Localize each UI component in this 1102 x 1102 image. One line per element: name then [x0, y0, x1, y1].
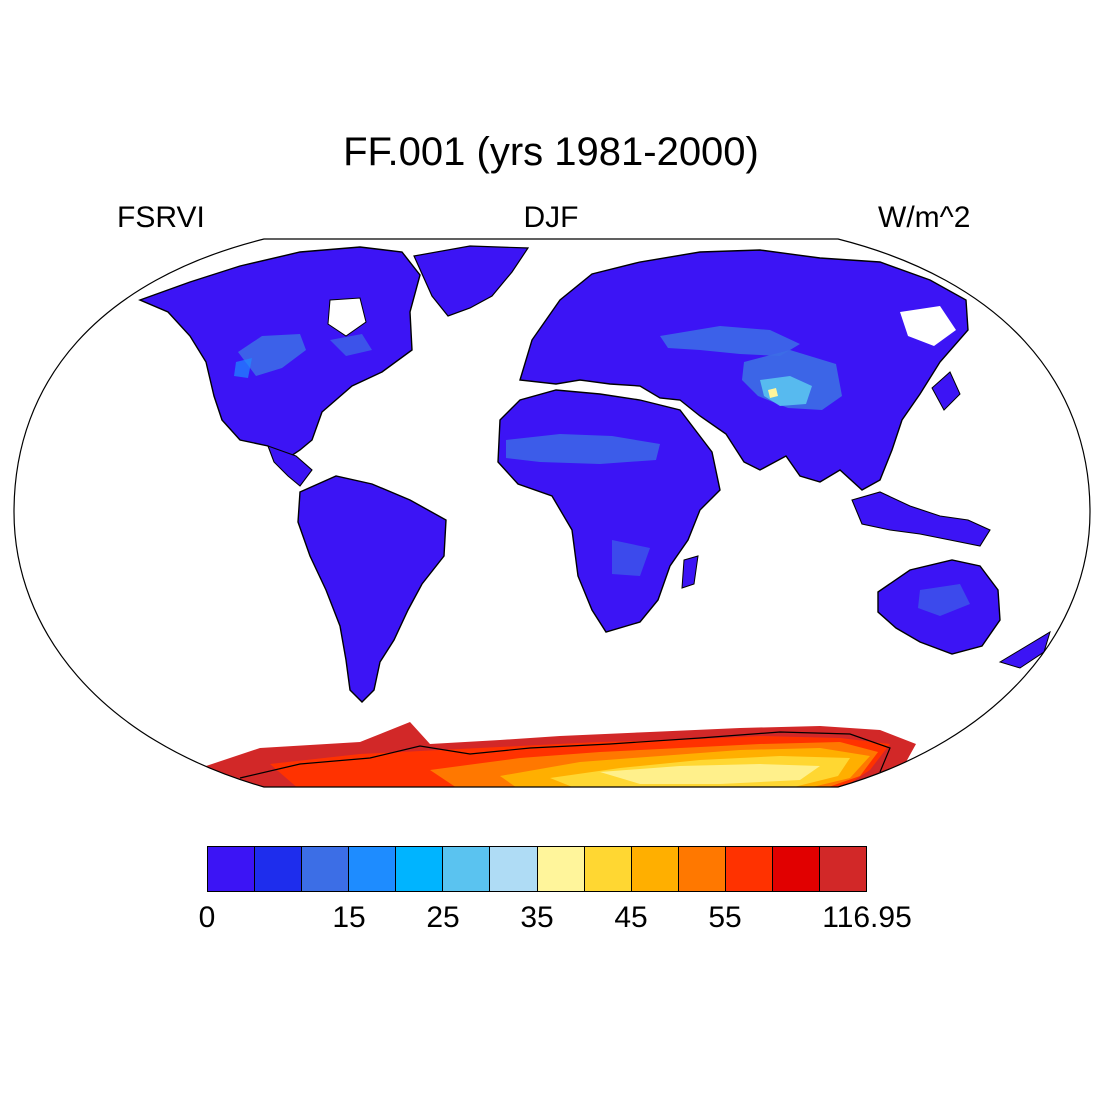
map-frame [13, 238, 1091, 788]
colorbar-box [302, 846, 350, 892]
australia-highlight [918, 584, 970, 616]
africa-highlight [612, 540, 650, 576]
north-america-highlight [238, 334, 306, 376]
map-fields [138, 245, 1051, 787]
colorbar-box [207, 846, 256, 892]
greenland-field [413, 245, 530, 317]
colorbar-box [725, 846, 773, 892]
colorbar-label: 25 [426, 901, 460, 934]
japan-field [931, 371, 961, 411]
north-america-highlight [330, 334, 372, 356]
antarctica-coastline [239, 731, 891, 779]
arctic-coast-gap [900, 306, 956, 346]
asia-highlight [660, 326, 800, 356]
colorbar [207, 846, 868, 892]
colorbar-label: 116.95 [822, 901, 912, 934]
central-america-field [267, 445, 313, 487]
south-america-field [297, 475, 447, 703]
map-title: FF.001 (yrs 1981-2000) [343, 130, 759, 174]
colorbar-label: 0 [198, 901, 216, 934]
colorbar-label: 45 [614, 901, 648, 934]
colorbar-box [443, 846, 491, 892]
colorbar-box [678, 846, 726, 892]
colorbar-box [537, 846, 585, 892]
colorbar-label: 35 [520, 901, 554, 934]
maritime-asia-field [851, 491, 991, 547]
colorbar-box [631, 846, 679, 892]
variable-label: FSRVI [117, 201, 205, 234]
units-label: W/m^2 [878, 201, 971, 234]
colorbar-box [349, 846, 397, 892]
colorbar-box [490, 846, 538, 892]
colorbar-box [255, 846, 303, 892]
colorbar-box [584, 846, 632, 892]
hudson-bay [327, 297, 367, 337]
new-zealand-field [998, 630, 1051, 669]
tibet-peak [768, 388, 778, 398]
colorbar-label: 15 [332, 901, 366, 934]
madagascar-field [681, 555, 699, 589]
colorbar-box [772, 846, 821, 892]
colorbar-label: 55 [708, 901, 742, 934]
africa-field [497, 389, 721, 633]
season-label: DJF [523, 201, 579, 234]
africa-highlight [506, 434, 660, 464]
antarctica-core [600, 764, 820, 784]
colorbar-box [396, 846, 444, 892]
north-america-highlight [234, 358, 252, 378]
tibet-highlight-strong [760, 376, 812, 406]
colorbar-box [820, 846, 868, 892]
